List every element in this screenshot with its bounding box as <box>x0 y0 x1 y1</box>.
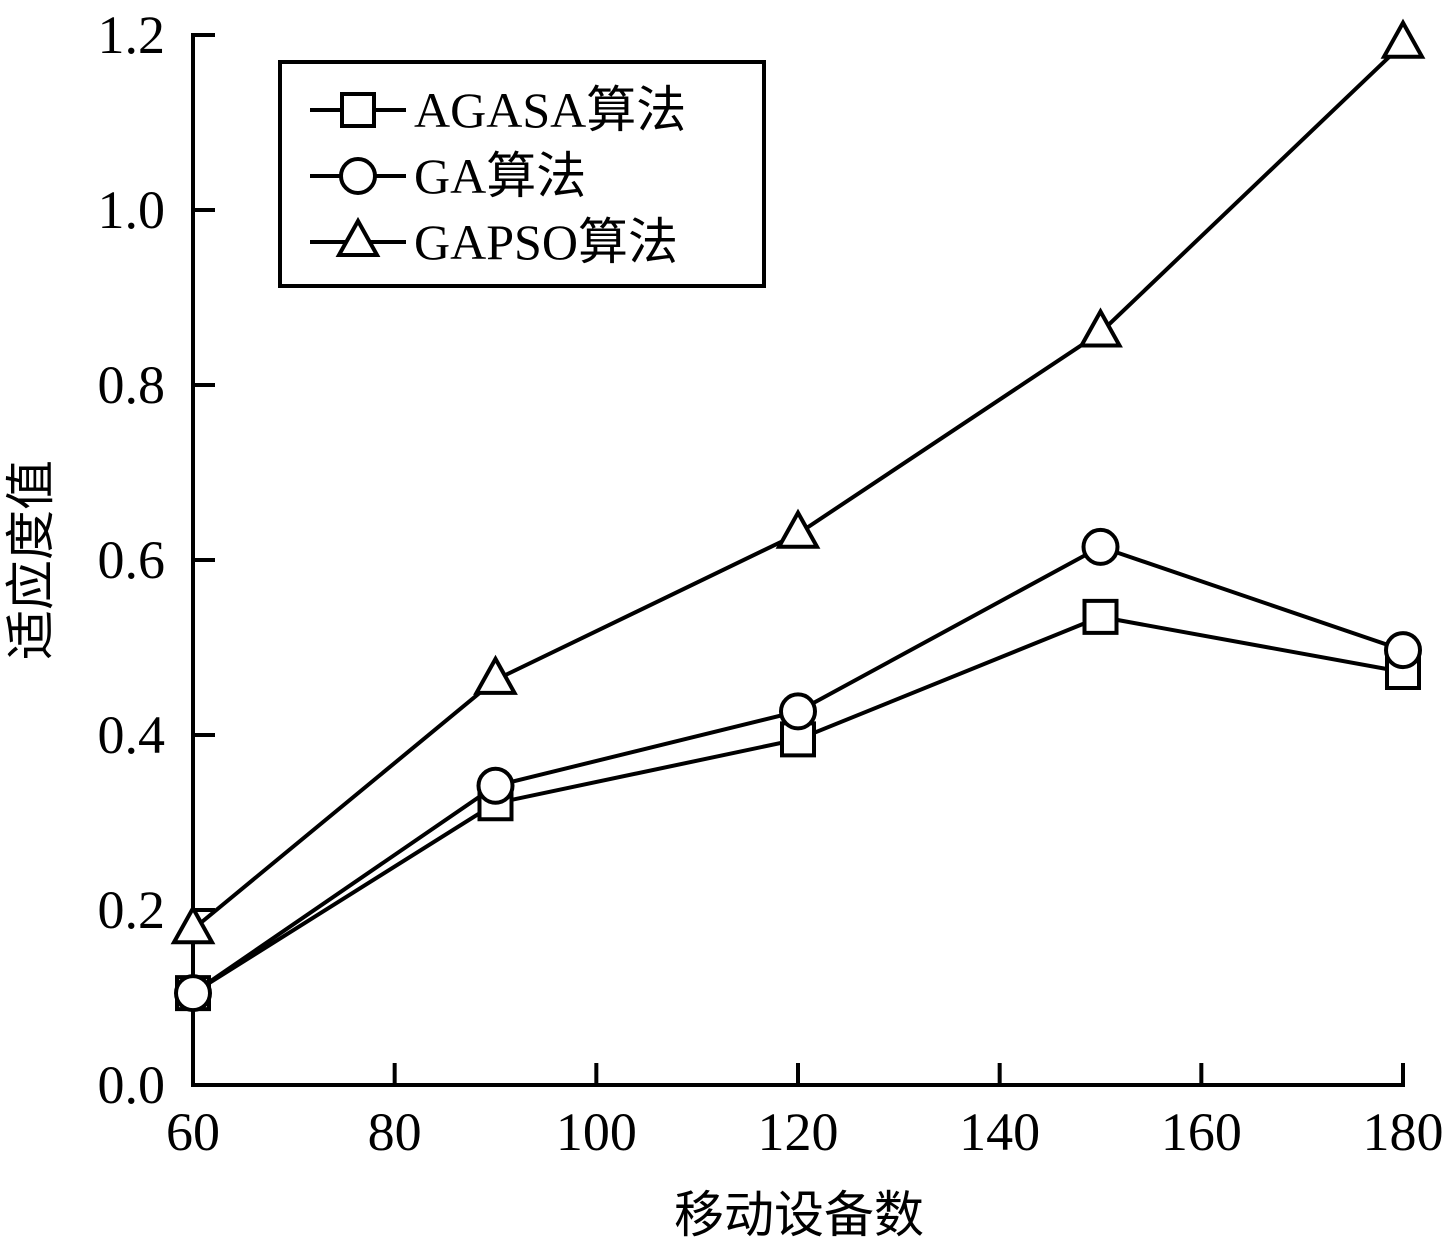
series-line <box>191 614 1404 995</box>
data-point <box>1081 527 1120 566</box>
data-point <box>775 508 821 549</box>
data-point <box>1078 307 1123 348</box>
legend-item: GA算法 <box>310 148 586 204</box>
series-circle <box>174 527 1422 1013</box>
data-point <box>1082 598 1119 635</box>
x-tick-label: 120 <box>758 1102 839 1162</box>
data-point <box>174 974 212 1013</box>
series-line <box>191 544 1404 995</box>
series-triangle <box>170 18 1426 945</box>
data-point <box>473 654 518 695</box>
data-point <box>476 766 515 805</box>
x-ticks: 60 80 100 120 140 160 180 <box>166 1063 1444 1162</box>
x-axis-title: 移动设备数 <box>674 1186 924 1244</box>
x-tick-label: 180 <box>1363 1102 1444 1162</box>
legend-marker <box>339 157 377 195</box>
legend-item: AGASA算法 <box>310 82 686 138</box>
x-tick-label: 160 <box>1161 1102 1242 1162</box>
legend-marker <box>335 216 381 257</box>
legend-label: AGASA算法 <box>414 82 686 138</box>
y-tick-label: 1.0 <box>98 180 166 240</box>
legend: AGASA算法 GA算法 GAPSO算法 <box>278 60 766 288</box>
x-tick-label: 140 <box>959 1102 1040 1162</box>
x-tick-label: 60 <box>166 1102 220 1162</box>
series-layer <box>170 18 1426 1013</box>
y-tick-label: 1.2 <box>98 5 166 65</box>
data-point <box>170 904 216 945</box>
y-tick-label: 0.2 <box>98 880 166 940</box>
data-point <box>1384 631 1422 670</box>
y-axis-title: 适应度值 <box>2 460 60 660</box>
data-point <box>779 692 817 731</box>
legend-marker <box>340 92 376 128</box>
y-tick-label: 0.8 <box>98 355 166 415</box>
y-tick-label: 0.4 <box>98 705 166 765</box>
legend-label: GAPSO算法 <box>414 214 678 270</box>
series-square <box>175 598 1421 1012</box>
x-tick-label: 100 <box>556 1102 637 1162</box>
y-tick-label: 0.0 <box>98 1055 166 1115</box>
data-point <box>1380 18 1426 59</box>
y-tick-label: 0.6 <box>98 530 166 590</box>
legend-label: GA算法 <box>414 148 586 204</box>
legend-item: GAPSO算法 <box>310 214 678 270</box>
x-tick-label: 80 <box>368 1102 422 1162</box>
y-ticks: 0.0 0.2 0.4 0.6 0.8 1.0 1.2 <box>98 5 215 1115</box>
